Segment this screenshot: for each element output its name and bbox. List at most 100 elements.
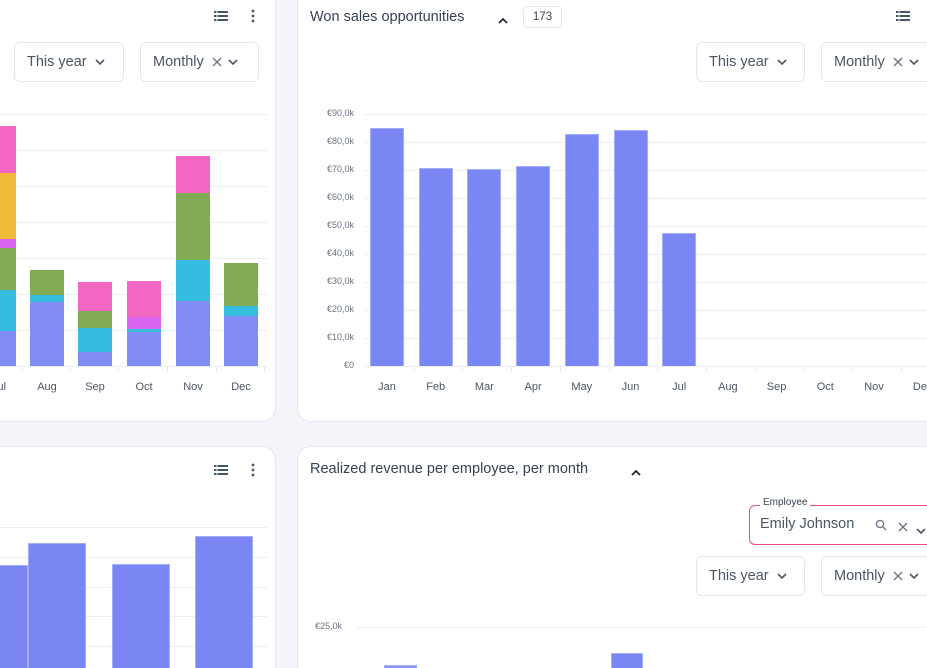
chevron-down-icon	[228, 59, 238, 65]
bar-segment	[30, 295, 64, 303]
period-select-value: This year	[27, 54, 87, 70]
y-tick-label: €0	[343, 360, 354, 370]
interval-select[interactable]: Monthly	[821, 42, 927, 82]
bar-segment	[176, 192, 210, 261]
period-select-value: This year	[709, 54, 769, 70]
x-tick-mark	[900, 366, 902, 371]
gridline	[356, 627, 927, 628]
list-icon[interactable]	[213, 462, 229, 478]
bar	[516, 166, 551, 366]
period-select-value: This year	[709, 568, 769, 584]
x-tick-mark	[216, 366, 217, 371]
collapse-chevron-icon[interactable]	[630, 464, 642, 476]
gridline	[0, 222, 267, 223]
x-tick-label: Mar	[474, 381, 494, 393]
x-tick-label: Apr	[524, 381, 542, 393]
gridline	[365, 114, 927, 115]
y-tick-label: €20,0k	[326, 304, 354, 314]
x-tick-label: Nov	[864, 381, 884, 393]
interval-select-value: Monthly	[834, 54, 885, 70]
y-tick-label: €80,0k	[326, 136, 354, 146]
interval-select-value: Monthly	[153, 54, 204, 70]
x-tick-label: Dec	[912, 381, 927, 393]
collapse-chevron-icon[interactable]	[497, 12, 509, 24]
bar-segment	[0, 126, 16, 174]
y-tick-label: €40,0k	[326, 248, 354, 258]
y-tick-label: €70,0k	[326, 164, 354, 174]
bar	[112, 563, 170, 668]
period-select[interactable]: This year	[696, 556, 805, 596]
employee-filter-value: Emily Johnson	[760, 516, 855, 532]
clear-icon[interactable]	[212, 57, 222, 67]
bar-segment	[127, 328, 161, 332]
chevron-down-icon[interactable]	[916, 521, 926, 539]
x-tick-label: Nov	[183, 381, 203, 393]
bar-segment	[0, 248, 16, 291]
clear-icon[interactable]	[893, 571, 903, 581]
chevron-down-icon	[777, 573, 787, 579]
interval-select-value: Monthly	[834, 568, 885, 584]
x-tick-mark	[754, 366, 756, 371]
bar	[28, 543, 86, 668]
bar-segment	[0, 330, 16, 366]
bar	[467, 168, 502, 366]
gridline	[0, 527, 267, 528]
more-vertical-icon[interactable]	[245, 8, 261, 24]
period-select[interactable]: This year	[696, 42, 805, 82]
bar-segment	[176, 156, 210, 193]
bar	[0, 565, 28, 668]
chevron-down-icon	[777, 59, 787, 65]
search-icon[interactable]	[875, 518, 887, 536]
period-select[interactable]: This year	[14, 42, 124, 82]
x-tick-label: May	[571, 381, 593, 393]
x-tick-mark	[70, 366, 71, 371]
bar-segment	[224, 263, 258, 306]
chevron-down-icon	[909, 59, 919, 65]
bar-segment	[78, 327, 112, 352]
y-tick-label: €25,0k	[314, 621, 342, 631]
bar-segment	[30, 302, 64, 366]
x-tick-label: Aug	[718, 381, 738, 393]
bar-segment	[176, 260, 210, 302]
bar-segment	[30, 270, 64, 296]
gridline	[0, 114, 267, 115]
y-tick-label: €60,0k	[326, 192, 354, 202]
more-vertical-icon[interactable]	[245, 462, 261, 478]
gridline	[0, 150, 267, 151]
list-icon[interactable]	[895, 8, 911, 24]
bar	[611, 653, 643, 668]
gridline	[0, 186, 267, 187]
list-icon[interactable]	[213, 8, 229, 24]
x-tick-label: Jun	[621, 381, 640, 393]
x-tick-mark	[608, 366, 610, 371]
x-tick-label: Aug	[37, 381, 57, 393]
gridline	[0, 366, 267, 367]
bar-segment	[0, 290, 16, 331]
y-tick-label: €90,0k	[326, 108, 354, 118]
x-tick-mark	[705, 366, 707, 371]
bar	[370, 128, 404, 366]
panel-title: Won sales opportunities	[310, 9, 465, 25]
bar-segment	[224, 305, 258, 316]
bar-segment	[176, 301, 210, 366]
bar-segment	[127, 331, 161, 366]
x-tick-label: Oct	[816, 381, 834, 393]
bar-segment	[0, 238, 16, 249]
interval-select[interactable]: Monthly	[140, 42, 259, 82]
bar	[418, 168, 453, 366]
bar	[613, 129, 648, 366]
panel-title: Realized revenue per employee, per month	[310, 461, 589, 477]
x-tick-mark	[462, 366, 464, 371]
y-tick-label: €30,0k	[326, 276, 354, 286]
interval-select[interactable]: Monthly	[821, 556, 927, 596]
x-tick-mark	[118, 366, 119, 371]
x-tick-label: Dec	[231, 381, 251, 393]
x-tick-label: Jan	[378, 381, 396, 393]
x-tick-label: Oct	[135, 381, 153, 393]
bar-segment	[127, 281, 161, 317]
x-tick-label: Jul	[0, 381, 7, 393]
clear-icon[interactable]	[893, 57, 903, 67]
clear-icon[interactable]	[898, 519, 908, 537]
bar-segment	[78, 310, 112, 328]
employee-filter[interactable]	[749, 505, 927, 545]
